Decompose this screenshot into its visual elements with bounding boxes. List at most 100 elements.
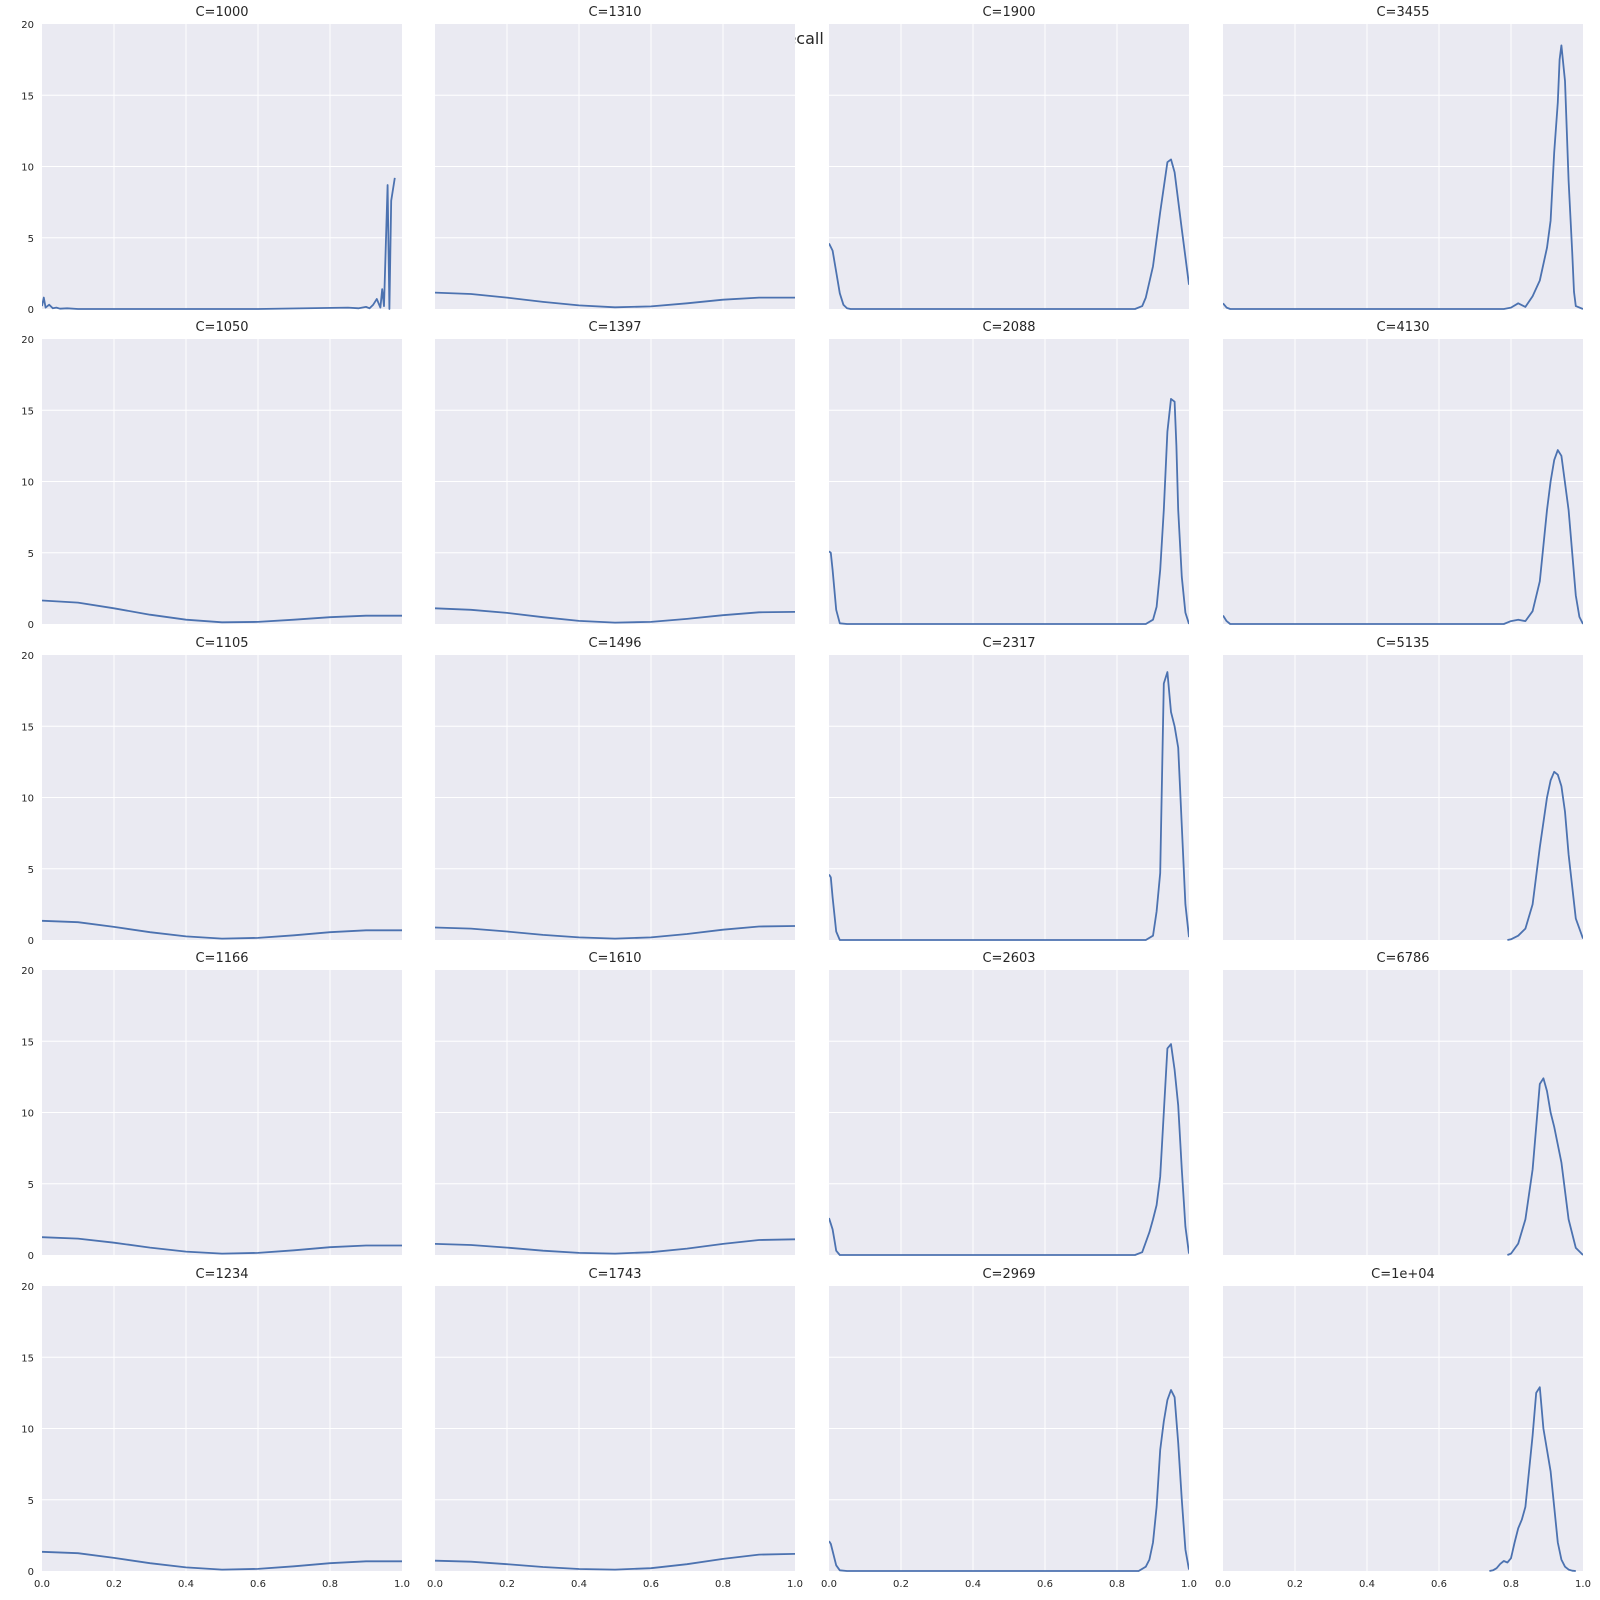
- panel-title: C=1310: [588, 5, 641, 20]
- density-line: [1223, 44, 1583, 310]
- panel: C=2088: [829, 320, 1189, 625]
- y-tick-label: 20: [21, 651, 34, 662]
- x-tick-label: 0.6: [1037, 1579, 1053, 1590]
- x-tick-label: 0.0: [34, 1579, 50, 1590]
- panel-title: C=4130: [1376, 320, 1429, 335]
- x-tick-label: 0.4: [965, 1579, 981, 1590]
- x-tick-label: 0.4: [178, 1579, 194, 1590]
- x-tick-label: 0.4: [1359, 1579, 1375, 1590]
- y-tick-label: 5: [28, 1180, 34, 1191]
- panel: C=2603: [829, 951, 1189, 1256]
- y-tick-label: 5: [28, 234, 34, 245]
- y-tick-label: 15: [21, 722, 34, 733]
- panel-title: C=1000: [195, 5, 248, 20]
- y-tick-label: 0: [28, 936, 34, 947]
- x-tick-label: 0.2: [106, 1579, 122, 1590]
- density-line: [435, 291, 795, 309]
- x-tick-label: 0.0: [427, 1579, 443, 1590]
- x-tick-label: 0.0: [821, 1579, 837, 1590]
- density-line: [1507, 770, 1583, 941]
- y-tick-label: 0: [28, 1251, 34, 1262]
- panels-group: C=1000 0 5 10 15 20 C=1310 C=1900 C=3455 C=1050 0 5…: [21, 5, 1591, 1590]
- x-tick-label: 1.0: [1575, 1579, 1591, 1590]
- panel-title: C=1900: [982, 5, 1035, 20]
- density-line: [42, 1550, 402, 1571]
- panel-title: C=1105: [195, 636, 248, 651]
- y-tick-label: 15: [21, 1037, 34, 1048]
- density-line: [1489, 1386, 1576, 1572]
- y-tick-label: 5: [28, 549, 34, 560]
- density-line: [829, 397, 1189, 625]
- x-tick-label: 0.2: [499, 1579, 515, 1590]
- x-tick-label: 1.0: [787, 1579, 803, 1590]
- density-line: [435, 925, 795, 940]
- x-tick-label: 0.6: [643, 1579, 659, 1590]
- panel: C=3455: [1223, 5, 1583, 310]
- y-tick-label: 10: [21, 1109, 34, 1120]
- panel-title: C=1743: [588, 1267, 641, 1282]
- y-tick-label: 10: [21, 1425, 34, 1436]
- density-line: [1507, 1077, 1583, 1256]
- panel: C=1496: [435, 636, 795, 940]
- panel-title: C=5135: [1376, 636, 1429, 651]
- panel-title: C=2603: [982, 951, 1035, 966]
- x-tick-label: 0.8: [1109, 1579, 1125, 1590]
- x-tick-label: 0.4: [571, 1579, 587, 1590]
- x-tick-label: 1.0: [394, 1579, 410, 1590]
- density-line: [42, 177, 396, 310]
- panel-title: C=1e+04: [1371, 1267, 1435, 1282]
- density-line: [42, 599, 402, 624]
- panel: C=1050 0 5 10 15 20: [21, 320, 402, 631]
- density-line: [42, 919, 402, 940]
- x-tick-label: 0.8: [322, 1579, 338, 1590]
- density-line: [435, 1238, 795, 1255]
- x-tick-label: 0.0: [1215, 1579, 1231, 1590]
- x-tick-label: 0.2: [893, 1579, 909, 1590]
- panel: C=1105 0 5 10 15 20: [21, 636, 402, 947]
- y-tick-label: 15: [21, 406, 34, 417]
- panel: C=1743 0.0 0.2 0.4 0.6 0.8 1.0: [427, 1267, 803, 1590]
- y-tick-label: 15: [21, 91, 34, 102]
- panel-title: C=2969: [982, 1267, 1035, 1282]
- density-line: [829, 158, 1189, 310]
- panel: C=2317: [829, 636, 1189, 941]
- panel: C=5135: [1223, 636, 1583, 941]
- panel-title: C=6786: [1376, 951, 1429, 966]
- density-line: [829, 1389, 1189, 1572]
- panel-title: C=1166: [195, 951, 248, 966]
- y-tick-label: 5: [28, 865, 34, 876]
- y-tick-label: 10: [21, 163, 34, 174]
- y-tick-label: 10: [21, 794, 34, 805]
- y-tick-label: 10: [21, 478, 34, 489]
- x-tick-label: 0.8: [1503, 1579, 1519, 1590]
- density-line: [1223, 449, 1583, 625]
- x-tick-label: 0.2: [1287, 1579, 1303, 1590]
- density-line: [435, 607, 795, 624]
- panel-title: C=3455: [1376, 5, 1429, 20]
- panel: C=1610: [435, 951, 795, 1255]
- density-line: [829, 671, 1189, 941]
- panel-title: C=2317: [982, 636, 1035, 651]
- panel: C=1166 0 5 10 15 20: [21, 951, 402, 1262]
- y-tick-label: 0: [28, 305, 34, 316]
- density-line: [42, 1236, 402, 1255]
- panel: C=4130: [1223, 320, 1583, 625]
- y-tick-label: 0: [28, 1567, 34, 1578]
- panel: C=1397: [435, 320, 795, 624]
- panel-title: C=1050: [195, 320, 248, 335]
- y-tick-label: 20: [21, 966, 34, 977]
- panel: C=6786: [1223, 951, 1583, 1256]
- panel: C=2969 0.0 0.2 0.4 0.6 0.8 1.0: [821, 1267, 1197, 1590]
- panel: C=1000 0 5 10 15 20: [21, 5, 402, 316]
- panel: C=1310: [435, 5, 795, 309]
- x-tick-label: 0.8: [715, 1579, 731, 1590]
- density-line: [829, 1043, 1189, 1256]
- panel-title: C=2088: [982, 320, 1035, 335]
- y-tick-label: 20: [21, 335, 34, 346]
- panel: C=1234 0 5 10 15 20 0.0 0.2 0.4 0.6 0.8 1.0: [21, 1267, 410, 1590]
- panel-title: C=1397: [588, 320, 641, 335]
- panel-title: C=1496: [588, 636, 641, 651]
- density-line: [435, 1553, 795, 1571]
- x-tick-label: 1.0: [1181, 1579, 1197, 1590]
